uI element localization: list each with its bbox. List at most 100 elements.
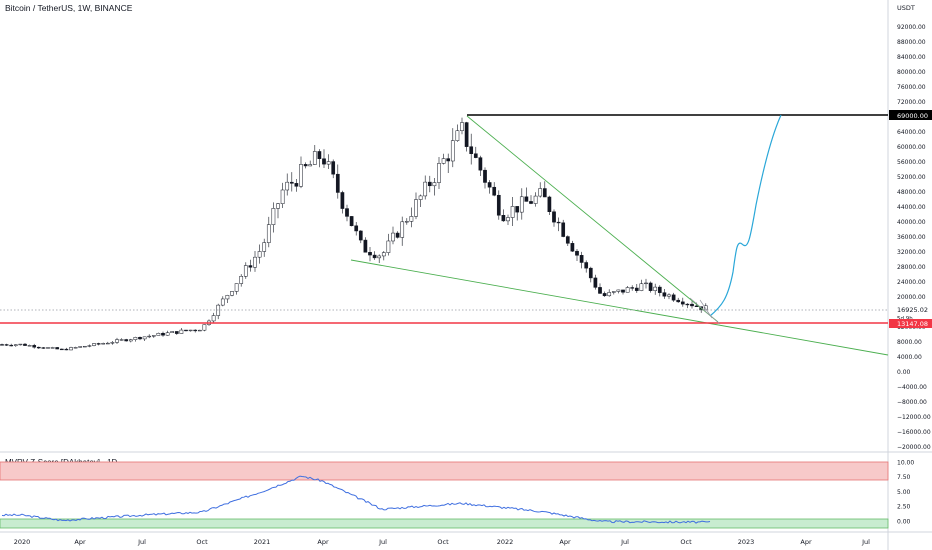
candle-body <box>676 299 681 303</box>
candle-body <box>179 329 184 334</box>
candle-body <box>418 195 423 200</box>
price-tick-label: −12000.00 <box>897 414 931 421</box>
support-badge-text: 13147.08 <box>897 320 928 328</box>
candle-body <box>294 183 299 187</box>
price-axis-unit: USDT <box>897 4 915 12</box>
candle-body <box>197 329 202 332</box>
candle-body <box>611 291 616 293</box>
candle-body <box>276 203 280 209</box>
candle-body <box>409 216 414 222</box>
time-axis-label: Apr <box>559 538 571 546</box>
indicator-tick-label: 7.50 <box>897 474 911 481</box>
indicator-tick-label: 5.00 <box>897 489 911 496</box>
candle-body <box>64 348 69 351</box>
candle-body <box>354 225 359 232</box>
candle-body <box>0 344 4 346</box>
candle-body <box>529 201 533 204</box>
price-tick-label: 72000.00 <box>897 99 926 106</box>
candle-body <box>358 230 363 241</box>
candle-body <box>464 122 469 147</box>
candle-body <box>174 331 179 334</box>
price-tick-label: 0.00 <box>897 369 911 376</box>
candle-body <box>280 189 285 204</box>
candle-body <box>188 329 193 332</box>
candle-body <box>331 161 336 175</box>
time-axis-label: Jul <box>620 538 629 546</box>
indicator-tick-label: 10.00 <box>897 459 914 466</box>
indicator-tick-label: 0.00 <box>897 518 911 525</box>
candle-body <box>685 303 690 306</box>
candle-body <box>220 298 225 306</box>
candle-body <box>496 194 501 216</box>
candle-body <box>703 305 708 311</box>
indicator-tick-label: 2.50 <box>897 504 911 511</box>
candle-body <box>9 344 14 347</box>
candle-body <box>138 337 142 340</box>
candle-body <box>450 140 455 162</box>
time-axis-label: 2020 <box>14 538 31 546</box>
candle-body <box>322 158 326 165</box>
price-tick-label: 64000.00 <box>897 129 926 136</box>
candle-body <box>363 239 368 253</box>
candle-body <box>648 282 653 291</box>
candle-body <box>13 344 18 346</box>
price-tick-label: 28000.00 <box>897 264 926 271</box>
candle-body <box>87 345 92 347</box>
candle-body <box>271 208 276 225</box>
candle-body <box>570 243 575 252</box>
candle-body <box>602 293 607 297</box>
candle-body <box>73 347 78 349</box>
candle-body <box>381 252 386 257</box>
wedge-lower-line <box>350 259 889 356</box>
candle-body <box>492 186 497 196</box>
price-tick-label: 48000.00 <box>897 189 926 196</box>
candle-body <box>349 216 354 227</box>
candle-body <box>404 221 409 223</box>
candle-body <box>662 292 667 297</box>
candle-body <box>248 265 253 268</box>
candle-body <box>243 265 248 277</box>
candle-body <box>266 224 271 243</box>
candle-body <box>308 164 313 167</box>
candle-body <box>483 169 487 183</box>
candle-body <box>437 163 441 183</box>
candle-body <box>59 348 64 351</box>
candle-body <box>285 181 290 191</box>
candle-body <box>547 196 552 212</box>
candle-body <box>23 343 27 346</box>
candle-body <box>667 294 671 297</box>
chart-title: Bitcoin / TetherUS, 1W, BINANCE <box>5 3 133 13</box>
candle-body <box>368 252 372 256</box>
candle-body <box>552 211 556 223</box>
mvrv-series-line <box>1 475 711 524</box>
candle-body <box>82 345 87 348</box>
price-tick-label: 20000.00 <box>897 294 926 301</box>
candle-body <box>634 287 639 291</box>
candle-body <box>432 182 437 187</box>
time-axis-label: Apr <box>74 538 86 546</box>
candle-body <box>92 343 96 346</box>
candle-body <box>289 181 294 184</box>
current-price-text: 16925.02 <box>897 306 928 314</box>
candle-body <box>588 267 593 279</box>
time-axis-label: Oct <box>680 538 692 546</box>
candle-body <box>680 301 685 305</box>
candle-body <box>128 339 133 342</box>
time-axis-label: 2023 <box>738 538 755 546</box>
candle-body <box>124 339 129 342</box>
candle-body <box>211 315 216 322</box>
candle-body <box>621 289 625 293</box>
candle-body <box>694 305 699 307</box>
candle-body <box>441 158 446 164</box>
candle-body <box>593 277 598 288</box>
candle-body <box>565 236 570 244</box>
candle-body <box>345 208 349 217</box>
candle-body <box>538 188 543 197</box>
candle-body <box>690 303 694 307</box>
candle-body <box>55 347 60 350</box>
candle-body <box>427 181 432 187</box>
time-axis-label: Jul <box>378 538 387 546</box>
candle-body <box>147 335 152 338</box>
candle-body <box>473 153 478 158</box>
